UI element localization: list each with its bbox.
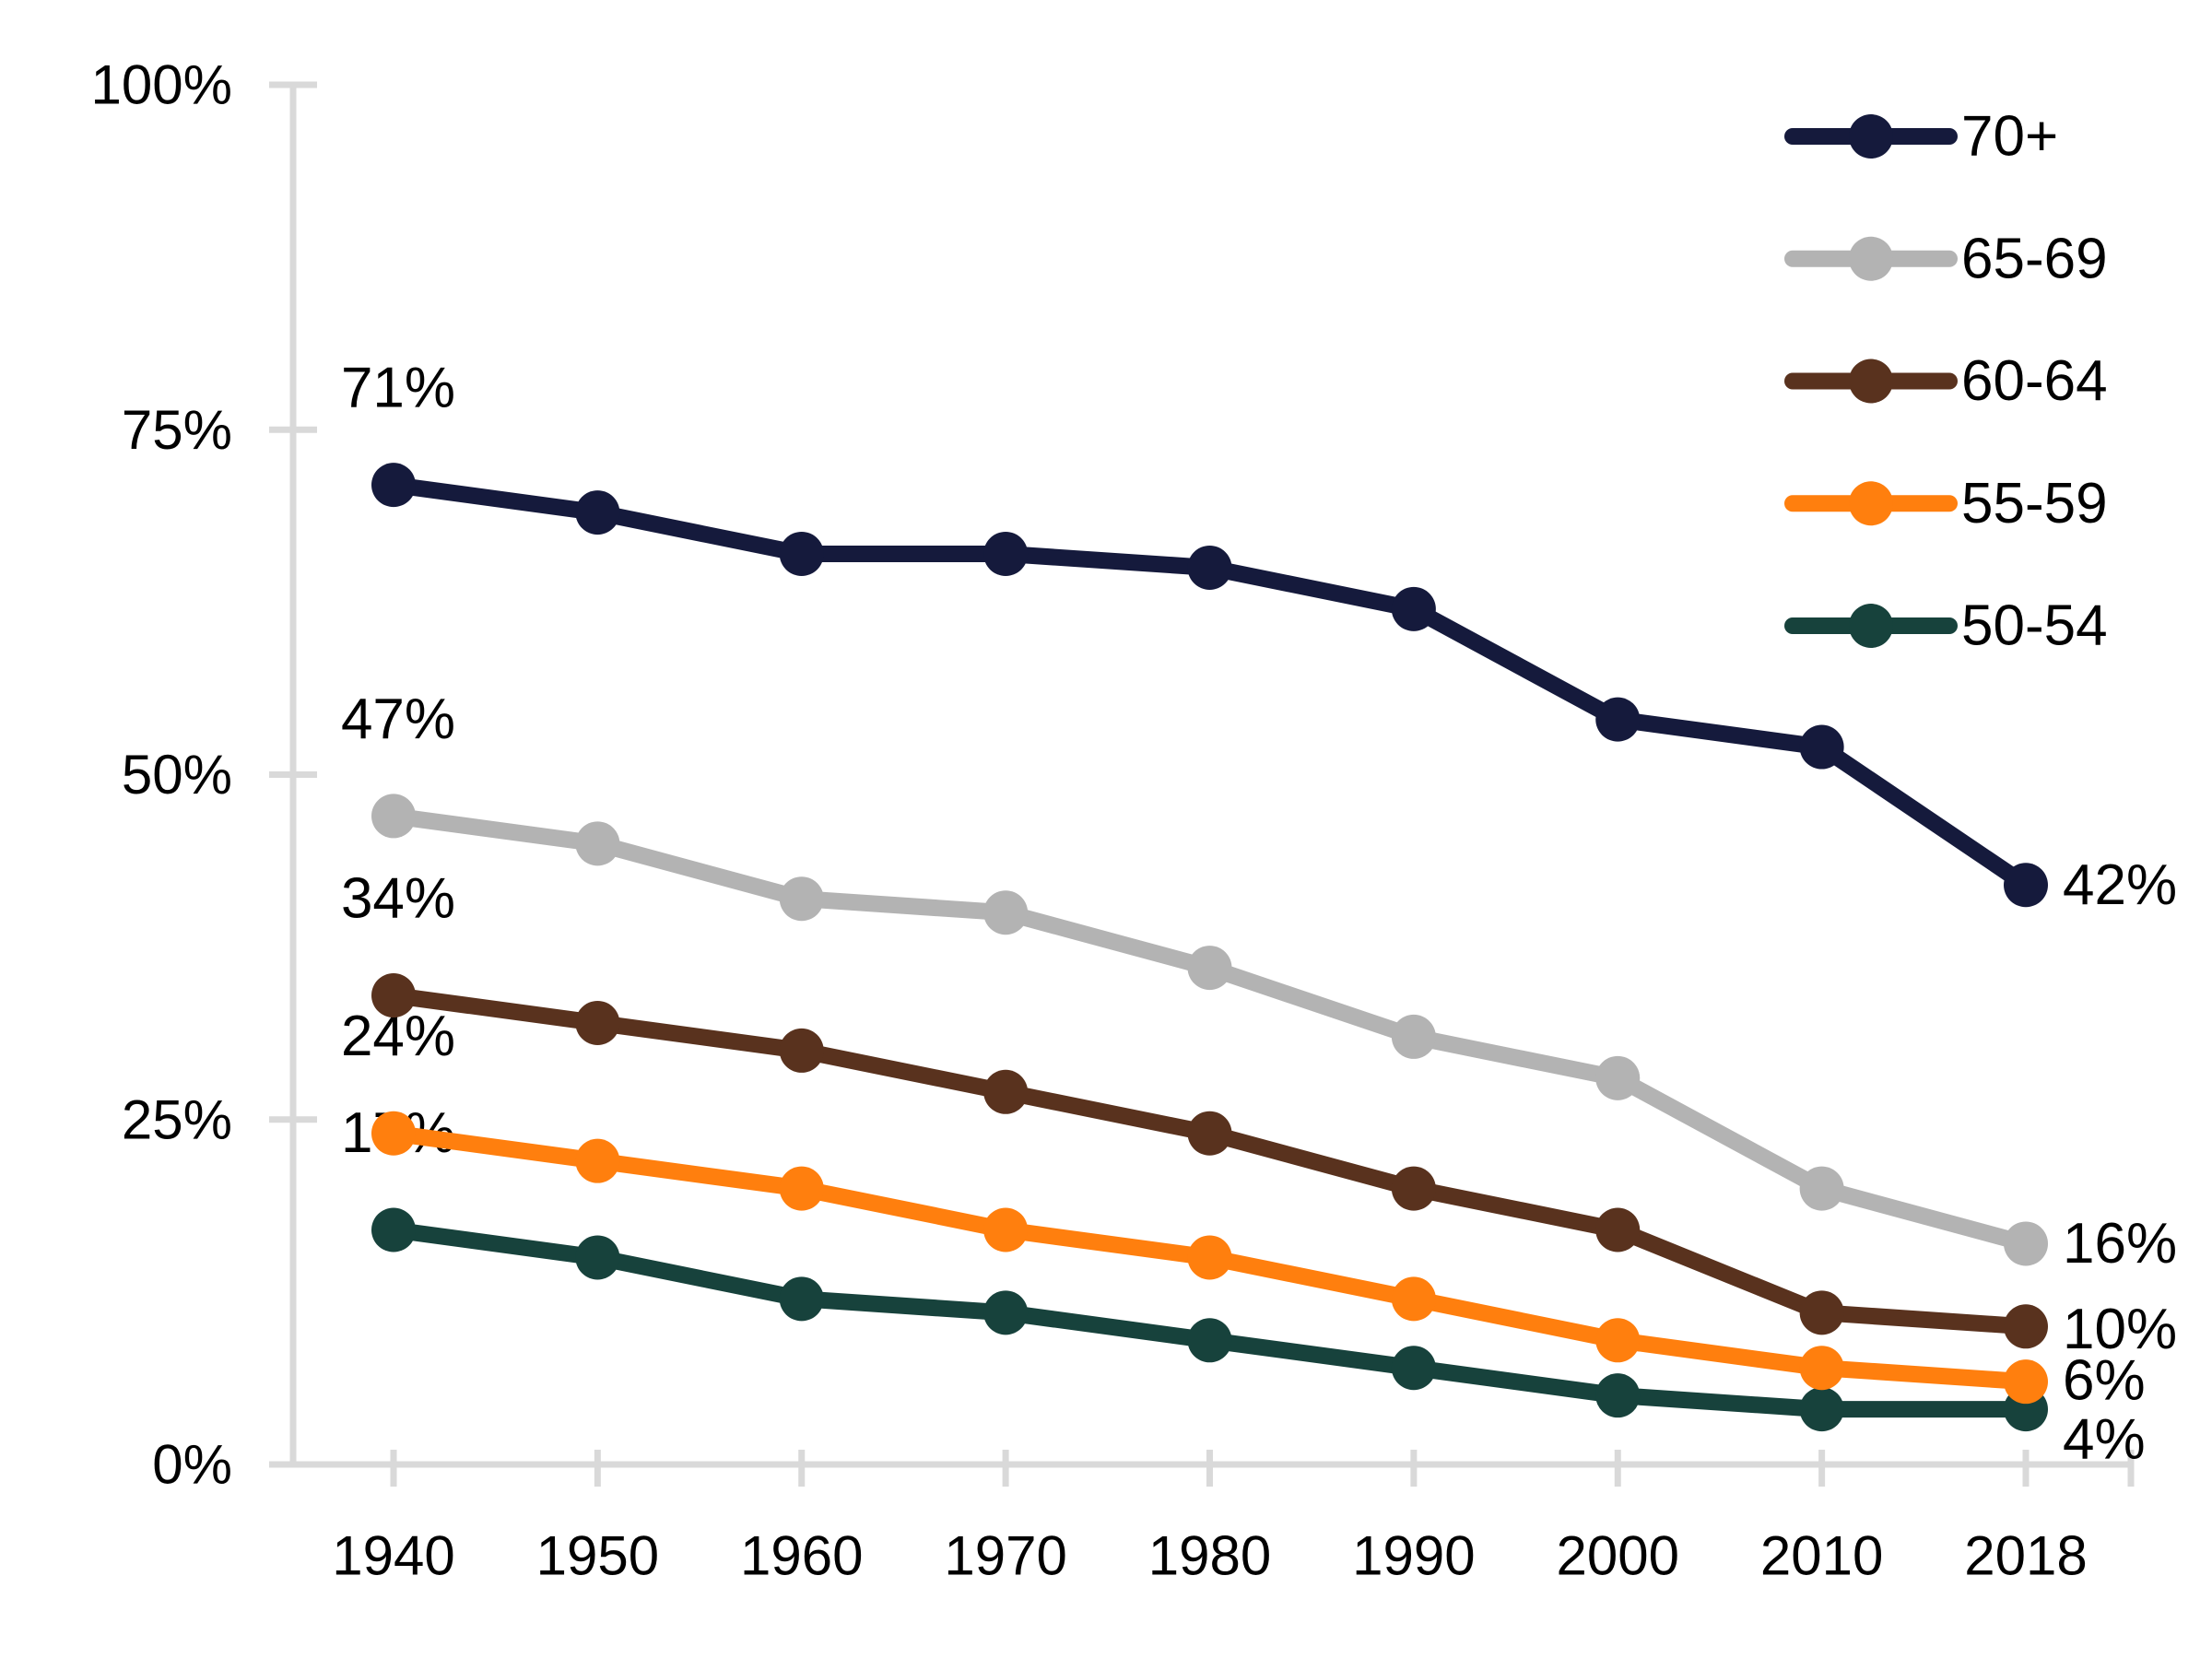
x-axis-tick-label: 1970 xyxy=(944,1525,1066,1587)
data-point-65-69-1970 xyxy=(983,890,1029,935)
legend-item-65-69: 65-69 xyxy=(1784,227,2108,290)
data-point-50-54-1980 xyxy=(1187,1318,1232,1363)
data-point-55-59-1970 xyxy=(983,1207,1029,1252)
data-point-70+-2010 xyxy=(1799,724,1844,770)
data-point-70+-2000 xyxy=(1595,697,1641,742)
series-line-70+ xyxy=(392,476,2031,892)
data-point-60-64-1960 xyxy=(779,1028,824,1073)
x-axis-tick-label: 2000 xyxy=(1557,1525,1679,1587)
data-point-50-54-1970 xyxy=(983,1290,1029,1335)
data-point-65-69-1990 xyxy=(1391,1014,1436,1059)
legend-label: 65-69 xyxy=(1961,227,2108,290)
data-point-60-64-1980 xyxy=(1187,1111,1232,1156)
data-point-65-69-1980 xyxy=(1187,946,1232,991)
legend-label: 50-54 xyxy=(1961,594,2108,658)
data-point-70+-1970 xyxy=(983,531,1029,576)
legend-dot-swatch xyxy=(1849,236,1893,281)
data-point-55-59-2000 xyxy=(1595,1318,1641,1363)
data-point-65-69-2018 xyxy=(2004,1221,2048,1266)
data-point-70+-1940 xyxy=(371,463,416,508)
end-data-label-65-69: 16% xyxy=(2063,1212,2177,1276)
data-point-65-69-1950 xyxy=(575,821,620,866)
x-axis-tick-label: 1950 xyxy=(536,1525,659,1587)
data-point-70+-1990 xyxy=(1391,586,1436,631)
legend: 70+ 65-69 60-64 55-59 50-54 xyxy=(1784,105,2108,658)
data-point-50-54-1990 xyxy=(1391,1346,1436,1391)
y-axis-tick-label: 0% xyxy=(152,1434,232,1496)
x-axis-tick-label: 2010 xyxy=(1760,1525,1883,1587)
legend-label: 55-59 xyxy=(1961,472,2108,535)
legend-dot-swatch xyxy=(1849,114,1893,159)
data-point-50-54-2010 xyxy=(1799,1387,1844,1432)
end-data-label-50-54: 4% xyxy=(2063,1408,2146,1472)
data-point-60-64-2010 xyxy=(1799,1290,1844,1335)
data-point-55-59-1990 xyxy=(1391,1276,1436,1322)
legend-dot-swatch xyxy=(1849,359,1893,404)
data-point-65-69-2000 xyxy=(1595,1055,1641,1100)
end-data-label-70+: 42% xyxy=(2063,853,2177,917)
data-point-50-54-1950 xyxy=(575,1235,620,1280)
legend-label: 60-64 xyxy=(1961,349,2108,413)
data-point-70+-1980 xyxy=(1187,545,1232,590)
data-point-55-59-1960 xyxy=(779,1166,824,1211)
axes: 0% 25% 50% 75% 100% 1940 1950 1960 1970 1980 1990 2… xyxy=(91,54,2135,1587)
data-point-55-59-1950 xyxy=(575,1138,620,1183)
start-data-label-70+: 71% xyxy=(341,357,455,420)
data-point-50-54-1960 xyxy=(779,1276,824,1322)
y-axis-tick-label: 50% xyxy=(122,744,232,805)
x-axis-tick-label: 2018 xyxy=(1964,1525,2087,1587)
legend-label: 70+ xyxy=(1961,105,2058,169)
data-point-70+-1950 xyxy=(575,490,620,535)
legend-item-55-59: 55-59 xyxy=(1784,472,2108,535)
series-65-69: 47% 16% xyxy=(341,688,2177,1276)
legend-item-50-54: 50-54 xyxy=(1784,594,2108,658)
end-data-label-55-59: 6% xyxy=(2063,1349,2146,1413)
data-point-65-69-2010 xyxy=(1799,1166,1844,1211)
data-point-50-54-2000 xyxy=(1595,1373,1641,1418)
data-point-60-64-1990 xyxy=(1391,1166,1436,1211)
data-point-65-69-1940 xyxy=(371,794,416,839)
series-60-64: 34% 10% xyxy=(341,867,2177,1361)
x-axis-tick-label: 1960 xyxy=(740,1525,863,1587)
data-point-70+-2018 xyxy=(2004,863,2048,908)
data-point-55-59-2018 xyxy=(2004,1359,2048,1405)
data-point-55-59-2010 xyxy=(1799,1346,1844,1391)
data-point-60-64-2000 xyxy=(1595,1207,1641,1252)
series-70+: 71% 42% xyxy=(341,357,2177,917)
legend-item-70+: 70+ xyxy=(1784,105,2058,169)
data-point-60-64-1940 xyxy=(371,973,416,1018)
start-data-label-65-69: 47% xyxy=(341,688,455,751)
end-data-label-60-64: 10% xyxy=(2063,1298,2177,1361)
data-point-60-64-1950 xyxy=(575,1000,620,1045)
start-data-label-60-64: 34% xyxy=(341,867,455,931)
data-point-60-64-1970 xyxy=(983,1069,1029,1114)
x-axis-tick-label: 1980 xyxy=(1148,1525,1271,1587)
y-axis-tick-label: 100% xyxy=(91,54,232,116)
data-point-65-69-1960 xyxy=(779,876,824,922)
x-axis-tick-label: 1990 xyxy=(1352,1525,1475,1587)
y-axis-tick-label: 75% xyxy=(122,399,232,461)
data-point-50-54-1940 xyxy=(371,1207,416,1252)
legend-dot-swatch xyxy=(1849,481,1893,526)
legend-item-60-64: 60-64 xyxy=(1784,349,2108,413)
data-point-55-59-1980 xyxy=(1187,1235,1232,1280)
data-point-70+-1960 xyxy=(779,531,824,576)
x-axis-tick-label: 1940 xyxy=(332,1525,454,1587)
data-point-60-64-2018 xyxy=(2004,1304,2048,1349)
data-point-55-59-1940 xyxy=(371,1111,416,1156)
legend-dot-swatch xyxy=(1849,604,1893,648)
y-axis-tick-label: 25% xyxy=(122,1088,232,1150)
